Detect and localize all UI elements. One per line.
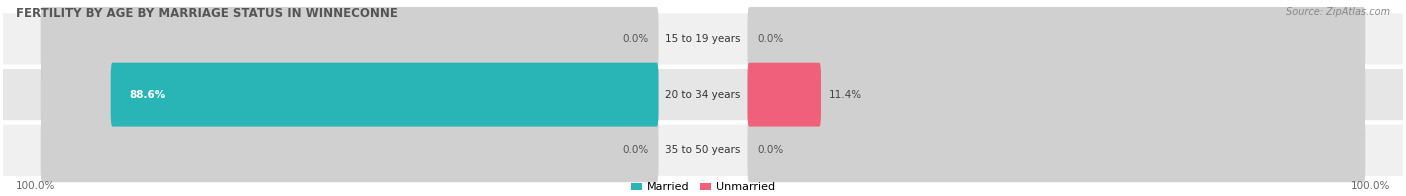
Text: 11.4%: 11.4%	[830, 90, 862, 100]
FancyBboxPatch shape	[41, 118, 658, 182]
Text: 88.6%: 88.6%	[129, 90, 166, 100]
FancyBboxPatch shape	[41, 7, 658, 71]
FancyBboxPatch shape	[748, 7, 1365, 71]
Text: 100.0%: 100.0%	[1351, 181, 1391, 191]
Text: 35 to 50 years: 35 to 50 years	[665, 145, 741, 155]
FancyBboxPatch shape	[41, 63, 658, 127]
FancyBboxPatch shape	[111, 63, 658, 127]
Text: 15 to 19 years: 15 to 19 years	[665, 34, 741, 44]
Text: 0.0%: 0.0%	[758, 145, 783, 155]
FancyBboxPatch shape	[3, 125, 1403, 176]
FancyBboxPatch shape	[748, 118, 1365, 182]
FancyBboxPatch shape	[3, 13, 1403, 64]
Text: Source: ZipAtlas.com: Source: ZipAtlas.com	[1286, 7, 1391, 17]
Text: 0.0%: 0.0%	[623, 34, 648, 44]
Text: 0.0%: 0.0%	[623, 145, 648, 155]
FancyBboxPatch shape	[748, 63, 821, 127]
Legend: Married, Unmarried: Married, Unmarried	[631, 182, 775, 192]
Text: FERTILITY BY AGE BY MARRIAGE STATUS IN WINNECONNE: FERTILITY BY AGE BY MARRIAGE STATUS IN W…	[15, 7, 398, 20]
Text: 20 to 34 years: 20 to 34 years	[665, 90, 741, 100]
Text: 100.0%: 100.0%	[15, 181, 55, 191]
Text: 0.0%: 0.0%	[758, 34, 783, 44]
FancyBboxPatch shape	[748, 63, 1365, 127]
FancyBboxPatch shape	[3, 69, 1403, 120]
